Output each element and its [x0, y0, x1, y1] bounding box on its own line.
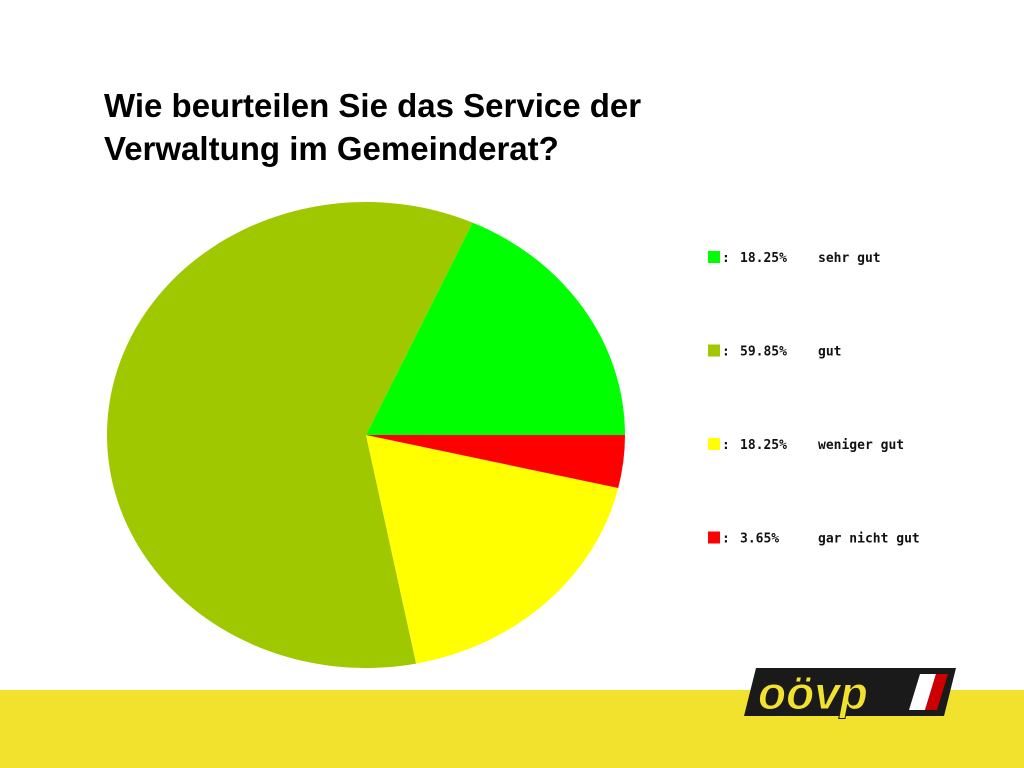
chart-title: Wie beurteilen Sie das Service der Verwa…: [104, 87, 642, 167]
pie-chart: :18.25% sehr gut: 59.85% gut: 18.25% weniger …: [106, 201, 920, 668]
legend-item: :18.25% sehr gut: [708, 251, 881, 266]
legend-label: sehr gut: [818, 251, 881, 266]
legend-swatch: [708, 531, 720, 544]
oevp-logo: oövp: [744, 667, 956, 720]
legend-separator: :: [722, 345, 730, 360]
pie-slice-sehr-gut: [366, 222, 625, 435]
legend-swatch: [708, 251, 720, 263]
legend-label: weniger gut: [818, 438, 904, 453]
pie-slice-weniger-gut: [366, 435, 619, 664]
legend-separator: :: [722, 438, 730, 453]
legend-label: gut: [818, 345, 841, 360]
legend-item: :3.65% gar nicht gut: [708, 531, 920, 547]
legend-percent: 3.65%: [740, 532, 779, 547]
legend-item: :59.85% gut: [708, 344, 841, 360]
legend-swatch: [708, 438, 720, 450]
pie-slice-gut: [106, 201, 473, 668]
legend-percent: 59.85%: [740, 345, 787, 360]
logo-text: oövp: [758, 667, 868, 719]
legend-percent: 18.25%: [740, 251, 787, 266]
legend-separator: :: [722, 532, 730, 547]
legend-separator: :: [722, 251, 730, 266]
legend-percent: 18.25%: [740, 438, 787, 453]
legend-item: :18.25% weniger gut: [708, 438, 904, 453]
pie-slices: [106, 201, 625, 668]
legend: :18.25% sehr gut: 59.85% gut: 18.25% weniger …: [708, 251, 920, 547]
legend-swatch: [708, 344, 720, 357]
pie-slice-gar-nicht-gut: [366, 435, 625, 488]
legend-label: gar nicht gut: [818, 532, 920, 547]
